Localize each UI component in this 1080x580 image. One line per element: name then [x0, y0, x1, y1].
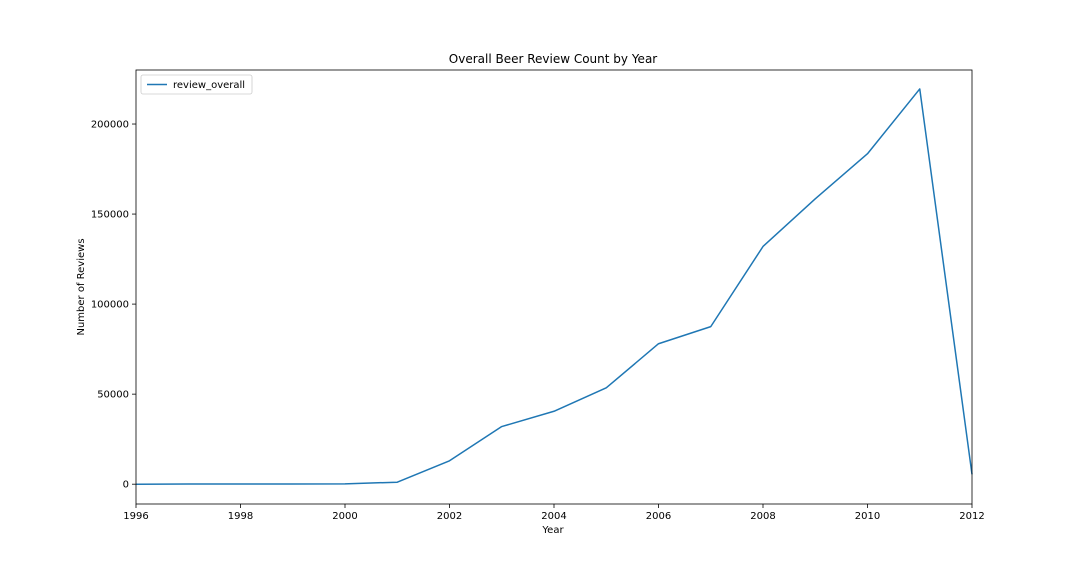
y-tick-label: 50000	[97, 390, 129, 401]
x-tick-label: 2006	[646, 511, 671, 522]
series-line-review_overall	[135, 88, 973, 485]
x-tick-label: 2010	[855, 511, 880, 522]
y-tick-label: 100000	[91, 300, 129, 311]
x-tick-label: 1998	[228, 511, 253, 522]
y-tick-label: 200000	[91, 120, 129, 131]
x-tick-label: 1996	[123, 511, 148, 522]
x-axis-label: Year	[541, 525, 564, 536]
x-axis-ticks: 1996 1998 2000 2002 2004 2006 2008 2010 2012	[123, 504, 985, 522]
y-axis-ticks: 0 50000 100000 150000 200000	[91, 120, 136, 491]
x-tick-label: 2004	[541, 511, 566, 522]
x-tick-label: 2008	[750, 511, 775, 522]
x-tick-label: 2000	[332, 511, 357, 522]
chart-legend: review_overall	[140, 74, 253, 95]
legend-box	[140, 74, 253, 95]
chart-title: Overall Beer Review Count by Year	[449, 52, 658, 66]
x-tick-label: 2002	[437, 511, 462, 522]
y-tick-label: 150000	[91, 210, 129, 221]
y-tick-label: 0	[123, 480, 129, 491]
y-axis-label: Number of Reviews	[76, 238, 87, 335]
x-tick-label: 2012	[959, 511, 984, 522]
legend-label-review_overall: review_overall	[173, 80, 245, 91]
